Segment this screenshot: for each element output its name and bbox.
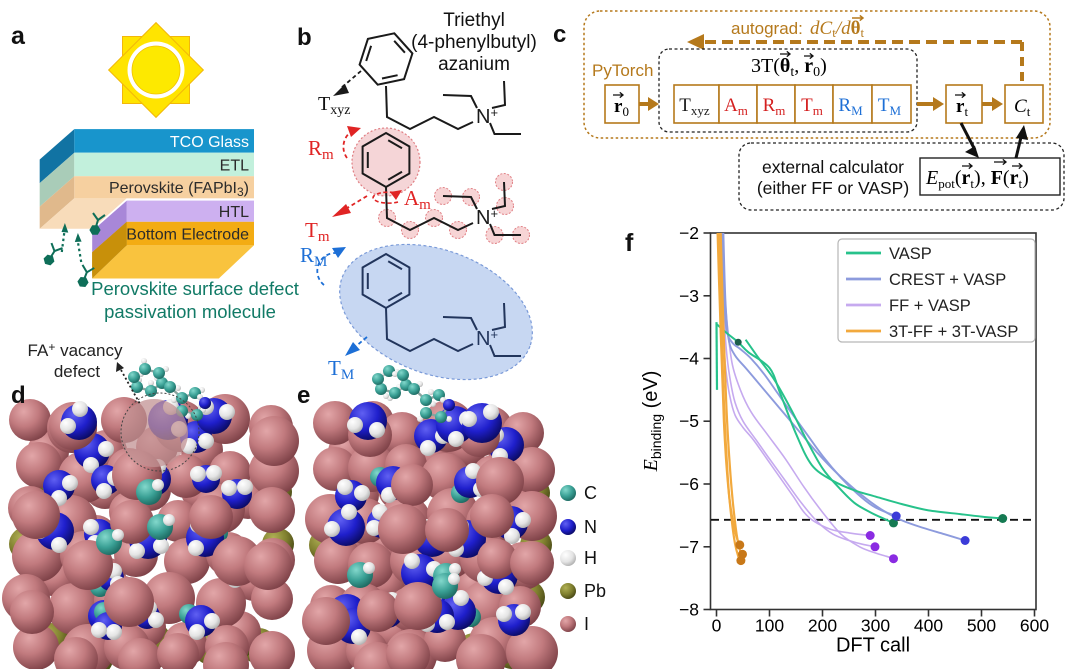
svg-text:−7: −7 [679, 537, 699, 557]
svg-text:H: H [584, 548, 597, 568]
svg-text:−4: −4 [679, 349, 699, 369]
svg-text:azanium: azanium [438, 54, 510, 75]
svg-text:300: 300 [861, 616, 890, 636]
svg-text:Am: Am [404, 186, 431, 213]
svg-text:Bottom Electrode: Bottom Electrode [126, 227, 249, 244]
svg-text:Pb: Pb [584, 581, 606, 601]
svg-text:100: 100 [755, 616, 784, 636]
svg-text:−2: −2 [679, 223, 699, 243]
svg-text:0: 0 [712, 616, 722, 636]
svg-text:Ebinding (eV): Ebinding (eV) [640, 371, 664, 473]
svg-text:defect: defect [54, 362, 101, 381]
svg-text:500: 500 [967, 616, 996, 636]
svg-text:Tm: Tm [305, 218, 330, 245]
svg-text:dCt/dθt: dCt/dθt [810, 18, 865, 40]
svg-text:DFT call: DFT call [836, 635, 910, 657]
svg-text:−6: −6 [679, 474, 699, 494]
svg-text:(4-phenylbutyl): (4-phenylbutyl) [411, 32, 537, 53]
svg-text:TCO Glass: TCO Glass [170, 134, 249, 151]
svg-text:I: I [584, 614, 589, 634]
svg-text:VASP: VASP [889, 245, 932, 263]
svg-text:f: f [625, 229, 634, 257]
svg-text:Ct: Ct [1014, 96, 1031, 119]
svg-text:(either FF or VASP): (either FF or VASP) [757, 178, 909, 198]
svg-text:Epot(rt), F(rt): Epot(rt), F(rt) [925, 167, 1029, 191]
svg-text:autograd:: autograd: [731, 19, 803, 38]
svg-text:Perovskite surface defect: Perovskite surface defect [91, 278, 299, 299]
svg-text:a: a [11, 22, 26, 50]
svg-text:c: c [553, 21, 566, 48]
svg-text:passivation molecule: passivation molecule [104, 301, 276, 322]
svg-text:−5: −5 [679, 411, 699, 431]
svg-text:d: d [11, 382, 26, 409]
svg-text:600: 600 [1020, 616, 1049, 636]
svg-text:−3: −3 [679, 286, 699, 306]
svg-text:HTL: HTL [219, 204, 249, 221]
svg-text:PyTorch: PyTorch [592, 61, 653, 80]
svg-text:FF + VASP: FF + VASP [889, 297, 971, 315]
svg-text:3T-FF + 3T-VASP: 3T-FF + 3T-VASP [889, 323, 1018, 341]
svg-text:Triethyl: Triethyl [443, 10, 505, 31]
svg-text:C: C [584, 483, 597, 503]
svg-text:ETL: ETL [220, 157, 249, 174]
svg-text:200: 200 [808, 616, 837, 636]
svg-text:−8: −8 [679, 600, 699, 620]
svg-text:e: e [297, 382, 310, 409]
svg-text:400: 400 [914, 616, 943, 636]
svg-text:N: N [584, 517, 597, 537]
svg-text:CREST + VASP: CREST + VASP [889, 271, 1006, 289]
svg-text:b: b [297, 24, 312, 51]
svg-text:external calculator: external calculator [762, 157, 904, 177]
svg-text:Perovskite (FAPbI3): Perovskite (FAPbI3) [109, 180, 249, 199]
